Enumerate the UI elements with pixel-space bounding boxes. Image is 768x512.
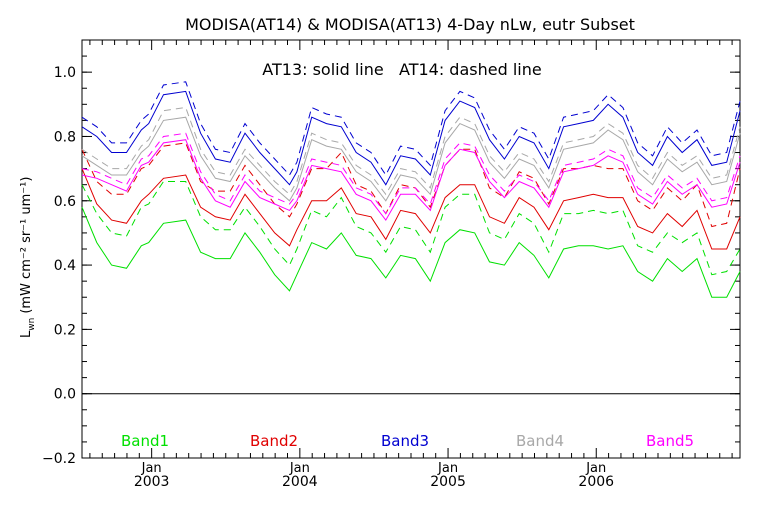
series-group (81, 81, 741, 298)
x-tick-label-year: 2004 (282, 474, 318, 490)
legend: Band1 Band2 Band3 Band4 Band5 (121, 432, 694, 450)
svg-text:Lwn(mW cm⁻² sr⁻¹ um⁻¹): Lwn (mW cm⁻² sr⁻¹ um⁻¹) (19, 177, 37, 338)
y-axis-label-main: L (19, 330, 34, 338)
legend-band5: Band5 (646, 432, 694, 450)
series-line-band4 (81, 116, 741, 202)
x-tick-label-year: 2003 (134, 474, 170, 490)
legend-band3: Band3 (381, 432, 429, 450)
series-line-band5 (81, 139, 741, 222)
y-tick-label: −0.2 (42, 451, 76, 467)
series-line-band5-at14 (81, 132, 741, 215)
x-tick-label-month: Jan (141, 461, 162, 476)
plot-frame (81, 39, 741, 459)
series-line-band3-at14 (81, 81, 741, 176)
series-line-band1 (81, 207, 741, 298)
series-line-band1-at14 (81, 181, 741, 276)
series-line-band3 (81, 90, 741, 186)
x-tick-label-month: Jan (437, 461, 458, 476)
y-tick-label: 0.4 (54, 258, 76, 274)
series-line-band2 (81, 168, 741, 250)
y-axis-label-sub: wn (27, 318, 37, 331)
legend-band1: Band1 (121, 432, 169, 450)
legend-band4: Band4 (516, 432, 564, 450)
line-style-annotation: AT13: solid line AT14: dashed line (262, 60, 541, 79)
y-axis-label: Lwn (mW cm⁻² sr⁻¹ um⁻¹) (19, 177, 37, 338)
x-tick-label-month: Jan (585, 461, 606, 476)
y-tick-label: 0.0 (54, 387, 76, 403)
chart-title: MODISA(AT14) & MODISA(AT13) 4-Day nLw, e… (185, 15, 635, 34)
x-tick-label-year: 2005 (430, 474, 466, 490)
x-tick-label-month: Jan (289, 461, 310, 476)
y-tick-label: 0.8 (54, 129, 76, 145)
y-ticks: −0.2 0.0 0.2 0.4 0.6 0.8 1.0 (42, 39, 740, 467)
series-line-band2-at14 (81, 142, 741, 228)
y-tick-label: 0.6 (54, 194, 76, 210)
y-tick-label: 0.2 (54, 322, 76, 338)
x-tick-label-year: 2006 (578, 474, 614, 490)
legend-band2: Band2 (250, 432, 298, 450)
y-tick-label: 1.0 (54, 65, 76, 81)
y-axis-label-units: (mW cm⁻² sr⁻¹ um⁻¹) (19, 177, 34, 314)
